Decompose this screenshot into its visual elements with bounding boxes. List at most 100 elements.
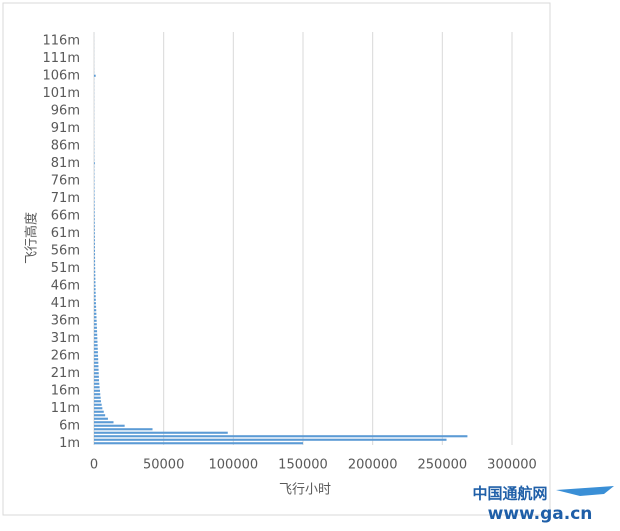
- bar: [94, 330, 97, 332]
- bar: [94, 246, 95, 248]
- y-tick-label: 41m: [51, 296, 80, 311]
- y-tick-label: 86m: [51, 138, 80, 153]
- y-tick-label: 16m: [51, 383, 80, 398]
- bar: [94, 316, 97, 318]
- bar: [94, 393, 100, 395]
- bar: [94, 274, 95, 276]
- x-tick-label: 50000: [143, 458, 184, 473]
- bar: [94, 386, 100, 388]
- bar: [94, 358, 98, 360]
- y-tick-label: 26m: [51, 348, 80, 363]
- y-tick-label: 111m: [43, 51, 80, 66]
- bar: [94, 418, 108, 420]
- bar: [94, 309, 96, 311]
- bar: [94, 362, 98, 364]
- bar: [94, 187, 95, 189]
- bar: [94, 215, 95, 217]
- bar: [94, 306, 96, 308]
- bar: [94, 229, 95, 231]
- bar: [94, 295, 96, 297]
- bar: [94, 201, 95, 203]
- bar: [94, 253, 95, 255]
- bar: [94, 75, 96, 77]
- bar: [94, 348, 98, 350]
- bar: [94, 222, 95, 224]
- y-tick-label: 66m: [51, 208, 80, 223]
- bar: [94, 344, 98, 346]
- bar: [94, 243, 95, 245]
- watermark-plane: [556, 486, 614, 496]
- x-tick-label: 250000: [418, 458, 468, 473]
- x-tick-label: 150000: [278, 458, 328, 473]
- bar: [94, 397, 101, 399]
- bar: [94, 327, 97, 329]
- y-tick-label: 96m: [51, 103, 80, 118]
- bar: [94, 379, 99, 381]
- y-tick-label: 81m: [51, 156, 80, 171]
- bar: [94, 351, 98, 353]
- bar: [94, 337, 97, 339]
- y-tick-label: 11m: [51, 401, 80, 416]
- x-tick-label: 100000: [209, 458, 259, 473]
- bar: [94, 197, 95, 199]
- bar: [94, 421, 114, 423]
- chart-border: [3, 3, 550, 515]
- bar: [94, 218, 95, 220]
- bar: [94, 372, 99, 374]
- bar: [94, 407, 102, 409]
- bar: [94, 250, 95, 252]
- x-tick-label: 0: [90, 458, 98, 473]
- bar: [94, 278, 95, 280]
- y-tick-label: 61m: [51, 226, 80, 241]
- y-tick-label: 21m: [51, 366, 80, 381]
- bar: [94, 267, 95, 269]
- y-tick-label: 76m: [51, 173, 80, 188]
- bar: [94, 439, 447, 441]
- y-tick-label: 91m: [51, 121, 80, 136]
- bar: [94, 232, 95, 234]
- bar: [94, 225, 95, 227]
- y-tick-label: 6m: [59, 418, 80, 433]
- bar: [94, 442, 303, 444]
- bar: [94, 428, 153, 430]
- bar: [94, 285, 96, 287]
- y-tick-label: 1m: [59, 436, 80, 451]
- bar: [94, 404, 102, 406]
- bar: [94, 239, 95, 241]
- bar: [94, 390, 100, 392]
- bar: [94, 432, 228, 434]
- y-tick-label: 36m: [51, 313, 80, 328]
- y-tick-label: 71m: [51, 191, 80, 206]
- y-tick-label: 106m: [43, 68, 80, 83]
- bar: [94, 323, 97, 325]
- bar: [94, 257, 95, 259]
- bar: [94, 264, 95, 266]
- y-tick-label: 31m: [51, 331, 80, 346]
- y-tick-label: 101m: [43, 86, 80, 101]
- bar: [94, 292, 96, 294]
- bar: [94, 320, 97, 322]
- bar: [94, 271, 95, 273]
- bar: [94, 365, 98, 367]
- bar: [94, 260, 95, 262]
- bar: [94, 355, 98, 357]
- bar: [94, 414, 105, 416]
- x-tick-label: 300000: [487, 458, 537, 473]
- bar: [94, 302, 96, 304]
- bar: [94, 211, 95, 213]
- bar: [94, 334, 97, 336]
- bar: [94, 208, 95, 210]
- y-axis-title: 飞行高度: [24, 212, 40, 264]
- bar: [94, 341, 97, 343]
- bar: [94, 400, 101, 402]
- y-tick-label: 116m: [43, 33, 80, 48]
- y-tick-label: 46m: [51, 278, 80, 293]
- bar: [94, 281, 95, 283]
- bar: [94, 369, 99, 371]
- x-axis-title: 飞行小时: [279, 483, 331, 498]
- bar: [94, 411, 104, 413]
- bar: [94, 204, 95, 206]
- bar: [94, 236, 95, 238]
- bar: [94, 194, 95, 196]
